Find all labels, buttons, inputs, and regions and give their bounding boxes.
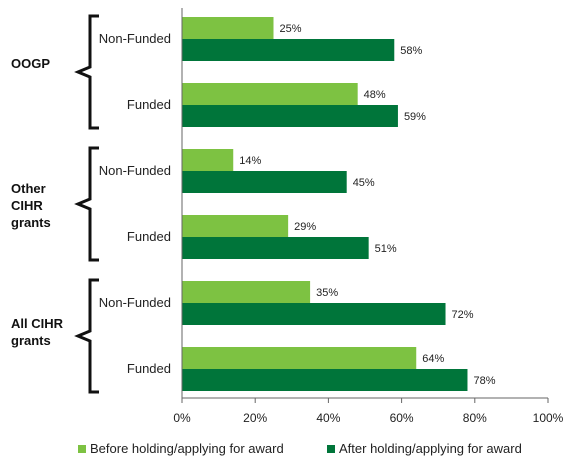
bar-before-5 bbox=[182, 281, 311, 303]
legend: Before holding/applying for award After h… bbox=[78, 441, 522, 456]
bar-after-3 bbox=[182, 171, 347, 193]
category-label-3: Non-Funded bbox=[99, 163, 171, 178]
group-label-2-line-2: CIHR bbox=[11, 198, 43, 213]
data-label-after-3: 45% bbox=[353, 177, 375, 189]
data-label-after-5: 72% bbox=[452, 309, 474, 321]
group-label-2-line-1: Other bbox=[11, 181, 46, 196]
bars-layer bbox=[182, 17, 468, 391]
bar-before-1 bbox=[182, 17, 274, 39]
category-label-5: Non-Funded bbox=[99, 295, 171, 310]
bar-after-2 bbox=[182, 105, 398, 127]
data-label-before-2: 48% bbox=[364, 89, 386, 101]
data-label-before-4: 29% bbox=[294, 221, 316, 233]
data-label-before-3: 14% bbox=[239, 155, 261, 167]
group-label-3-line-2: grants bbox=[11, 333, 51, 348]
bar-before-4 bbox=[182, 215, 289, 237]
group-brace-2 bbox=[74, 146, 99, 262]
legend-label-after: After holding/applying for award bbox=[339, 441, 522, 456]
bar-after-6 bbox=[182, 369, 468, 391]
x-tick-label-1: 0% bbox=[173, 411, 191, 425]
labels-layer: 25% 58% Non-Funded 48% 59% Funded 14% 45% Non-Fu… bbox=[11, 23, 564, 425]
bar-before-2 bbox=[182, 83, 358, 105]
bar-after-4 bbox=[182, 237, 369, 259]
category-label-2: Funded bbox=[127, 97, 171, 112]
group-label-1-line-1: OOGP bbox=[11, 56, 50, 71]
data-label-after-6: 78% bbox=[473, 375, 495, 387]
data-label-before-6: 64% bbox=[422, 353, 444, 365]
group-brace-3 bbox=[74, 278, 99, 394]
legend-swatch-before bbox=[78, 445, 86, 453]
data-label-after-2: 59% bbox=[404, 111, 426, 123]
x-tick-label-4: 60% bbox=[390, 411, 414, 425]
group-brace-1 bbox=[74, 14, 99, 130]
data-label-after-1: 58% bbox=[400, 45, 422, 57]
bar-after-5 bbox=[182, 303, 446, 325]
group-label-3-line-1: All CIHR bbox=[11, 316, 64, 331]
data-label-after-4: 51% bbox=[375, 243, 397, 255]
data-label-before-1: 25% bbox=[280, 23, 302, 35]
legend-label-before: Before holding/applying for award bbox=[90, 441, 284, 456]
x-tick-label-6: 100% bbox=[533, 411, 564, 425]
category-label-4: Funded bbox=[127, 229, 171, 244]
x-tick-label-3: 40% bbox=[316, 411, 340, 425]
x-tick-label-2: 20% bbox=[243, 411, 267, 425]
group-label-2-line-3: grants bbox=[11, 215, 51, 230]
axis-layer bbox=[74, 8, 549, 403]
data-label-before-5: 35% bbox=[316, 287, 338, 299]
bar-after-1 bbox=[182, 39, 395, 61]
category-label-6: Funded bbox=[127, 361, 171, 376]
bar-before-3 bbox=[182, 149, 234, 171]
category-label-1: Non-Funded bbox=[99, 31, 171, 46]
bar-before-6 bbox=[182, 347, 417, 369]
legend-swatch-after bbox=[327, 445, 335, 453]
x-tick-label-5: 80% bbox=[463, 411, 487, 425]
